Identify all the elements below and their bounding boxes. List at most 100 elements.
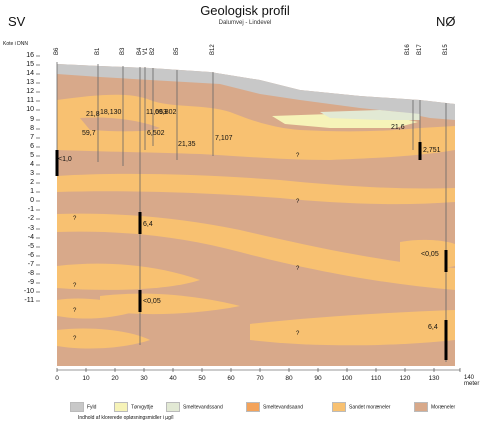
measurement-value: <0,05 xyxy=(143,298,161,305)
direction-left: SV xyxy=(8,14,26,29)
well-label: B2 xyxy=(150,47,156,55)
well-label: B5 xyxy=(174,47,180,55)
y-tick: 3 xyxy=(30,170,34,177)
y-tick: 4 xyxy=(30,161,34,168)
legend-swatch xyxy=(414,402,428,412)
layer-sandet-moraeneler xyxy=(57,94,455,349)
measurement-value: 6,4 xyxy=(428,324,438,331)
y-tick: 7 xyxy=(30,134,34,141)
diagram-subtitle: Dalumvej - Lindevel xyxy=(218,20,272,26)
unknown-marker: ? xyxy=(73,216,77,222)
well-label: B3 xyxy=(120,47,126,55)
x-axis xyxy=(56,368,461,372)
measurement-value: <1,0 xyxy=(58,156,72,163)
well-lines xyxy=(56,62,447,362)
legend-swatch xyxy=(114,402,128,412)
x-tick: 40 xyxy=(169,375,177,382)
x-tick: 10 xyxy=(82,375,90,382)
layer-fyld xyxy=(57,64,455,120)
x-tick: 80 xyxy=(285,375,293,382)
x-tick: 90 xyxy=(314,375,322,382)
x-tick-last: 140 meter xyxy=(464,375,480,387)
unknown-marker: ? xyxy=(73,283,77,289)
y-tick: -8 xyxy=(27,270,34,277)
measurement-value: 18,130 xyxy=(100,109,122,116)
legend-item: Smeltevandsaand xyxy=(246,402,303,412)
y-tick: 5 xyxy=(30,152,34,159)
y-tick: 13 xyxy=(26,79,34,86)
y-tick: 6 xyxy=(30,143,34,150)
unknown-marker: ? xyxy=(296,199,300,205)
unknown-marker: ? xyxy=(296,266,300,272)
measurement-value: <0,05 xyxy=(421,251,439,258)
measurement-value: 59,7 xyxy=(82,130,96,137)
well-label: B1 xyxy=(95,47,101,55)
y-tick: 10 xyxy=(26,106,34,113)
y-tick: -6 xyxy=(27,252,34,259)
legend-item: Moræneler xyxy=(414,402,455,412)
y-tick: -1 xyxy=(27,206,34,213)
x-tick: 0 xyxy=(55,375,59,382)
well-label: B15 xyxy=(443,44,449,55)
legend-caption: Indhold af klorerede opløsningsmidler i … xyxy=(78,415,174,421)
y-axis-label: Kote i DNN xyxy=(3,41,29,47)
y-tick: 9 xyxy=(30,116,34,123)
well-label: B17 xyxy=(417,44,423,55)
y-tick: 16 xyxy=(26,52,34,59)
measurement-value: 6,4 xyxy=(143,221,153,228)
y-tick: -10 xyxy=(23,288,34,295)
legend-swatch xyxy=(332,402,346,412)
y-tick: 0 xyxy=(30,197,34,204)
legend-item: Smeltevandssand xyxy=(166,402,223,412)
y-tick-marks xyxy=(36,55,40,302)
y-tick: -3 xyxy=(27,225,34,232)
y-tick: 14 xyxy=(26,70,34,77)
legend-label: Tørvgyttje xyxy=(131,404,154,411)
direction-right: NØ xyxy=(436,14,456,29)
measurement-value: 6,502 xyxy=(147,130,165,137)
unknown-marker: ? xyxy=(296,331,300,337)
well-label: B16 xyxy=(405,44,411,55)
legend-label: Sandet moræneler xyxy=(349,404,391,411)
measurement-value: 21,35 xyxy=(178,141,196,148)
legend-item: Tørvgyttje xyxy=(114,402,153,412)
y-tick: -11 xyxy=(24,297,34,304)
y-tick: 15 xyxy=(26,61,34,68)
legend-label: Fyld xyxy=(87,404,97,411)
y-tick: -5 xyxy=(27,243,34,250)
x-tick: 130 xyxy=(428,375,440,382)
measurement-value: 69,802 xyxy=(155,109,177,116)
x-tick: 50 xyxy=(198,375,206,382)
x-tick: 70 xyxy=(256,375,264,382)
y-tick: -2 xyxy=(27,215,34,222)
y-tick: 12 xyxy=(26,88,34,95)
x-tick: 20 xyxy=(111,375,119,382)
x-tick: 60 xyxy=(227,375,235,382)
y-tick: 11 xyxy=(26,97,34,104)
y-tick: 8 xyxy=(30,125,34,132)
layer-smeltevandssand xyxy=(320,110,420,120)
legend-item: Sandet moræneler xyxy=(332,402,390,412)
legend-label: Smeltevandssand xyxy=(183,404,223,411)
legend-label: Smeltevandsaand xyxy=(263,404,304,411)
well-label: V1 xyxy=(143,47,149,55)
x-tick: 30 xyxy=(140,375,148,382)
y-tick: -9 xyxy=(27,279,34,286)
measurement-value: 7,107 xyxy=(215,135,233,142)
filter-screens xyxy=(55,142,448,360)
legend-swatch xyxy=(70,402,84,412)
well-label: B6 xyxy=(54,47,60,55)
x-tick: 100 xyxy=(341,375,353,382)
x-tick: 110 xyxy=(370,375,382,382)
measurement-value: 11,063 xyxy=(146,109,167,116)
measurement-value: 21,8 xyxy=(86,111,100,118)
y-tick: -7 xyxy=(27,261,34,268)
y-tick: 2 xyxy=(30,179,34,186)
well-label: B12 xyxy=(210,44,216,55)
measurement-value: 2,751 xyxy=(423,147,441,154)
unknown-marker: ? xyxy=(73,308,77,314)
unknown-marker: ? xyxy=(296,153,300,159)
legend-swatch xyxy=(166,402,180,412)
x-tick: 120 xyxy=(399,375,411,382)
